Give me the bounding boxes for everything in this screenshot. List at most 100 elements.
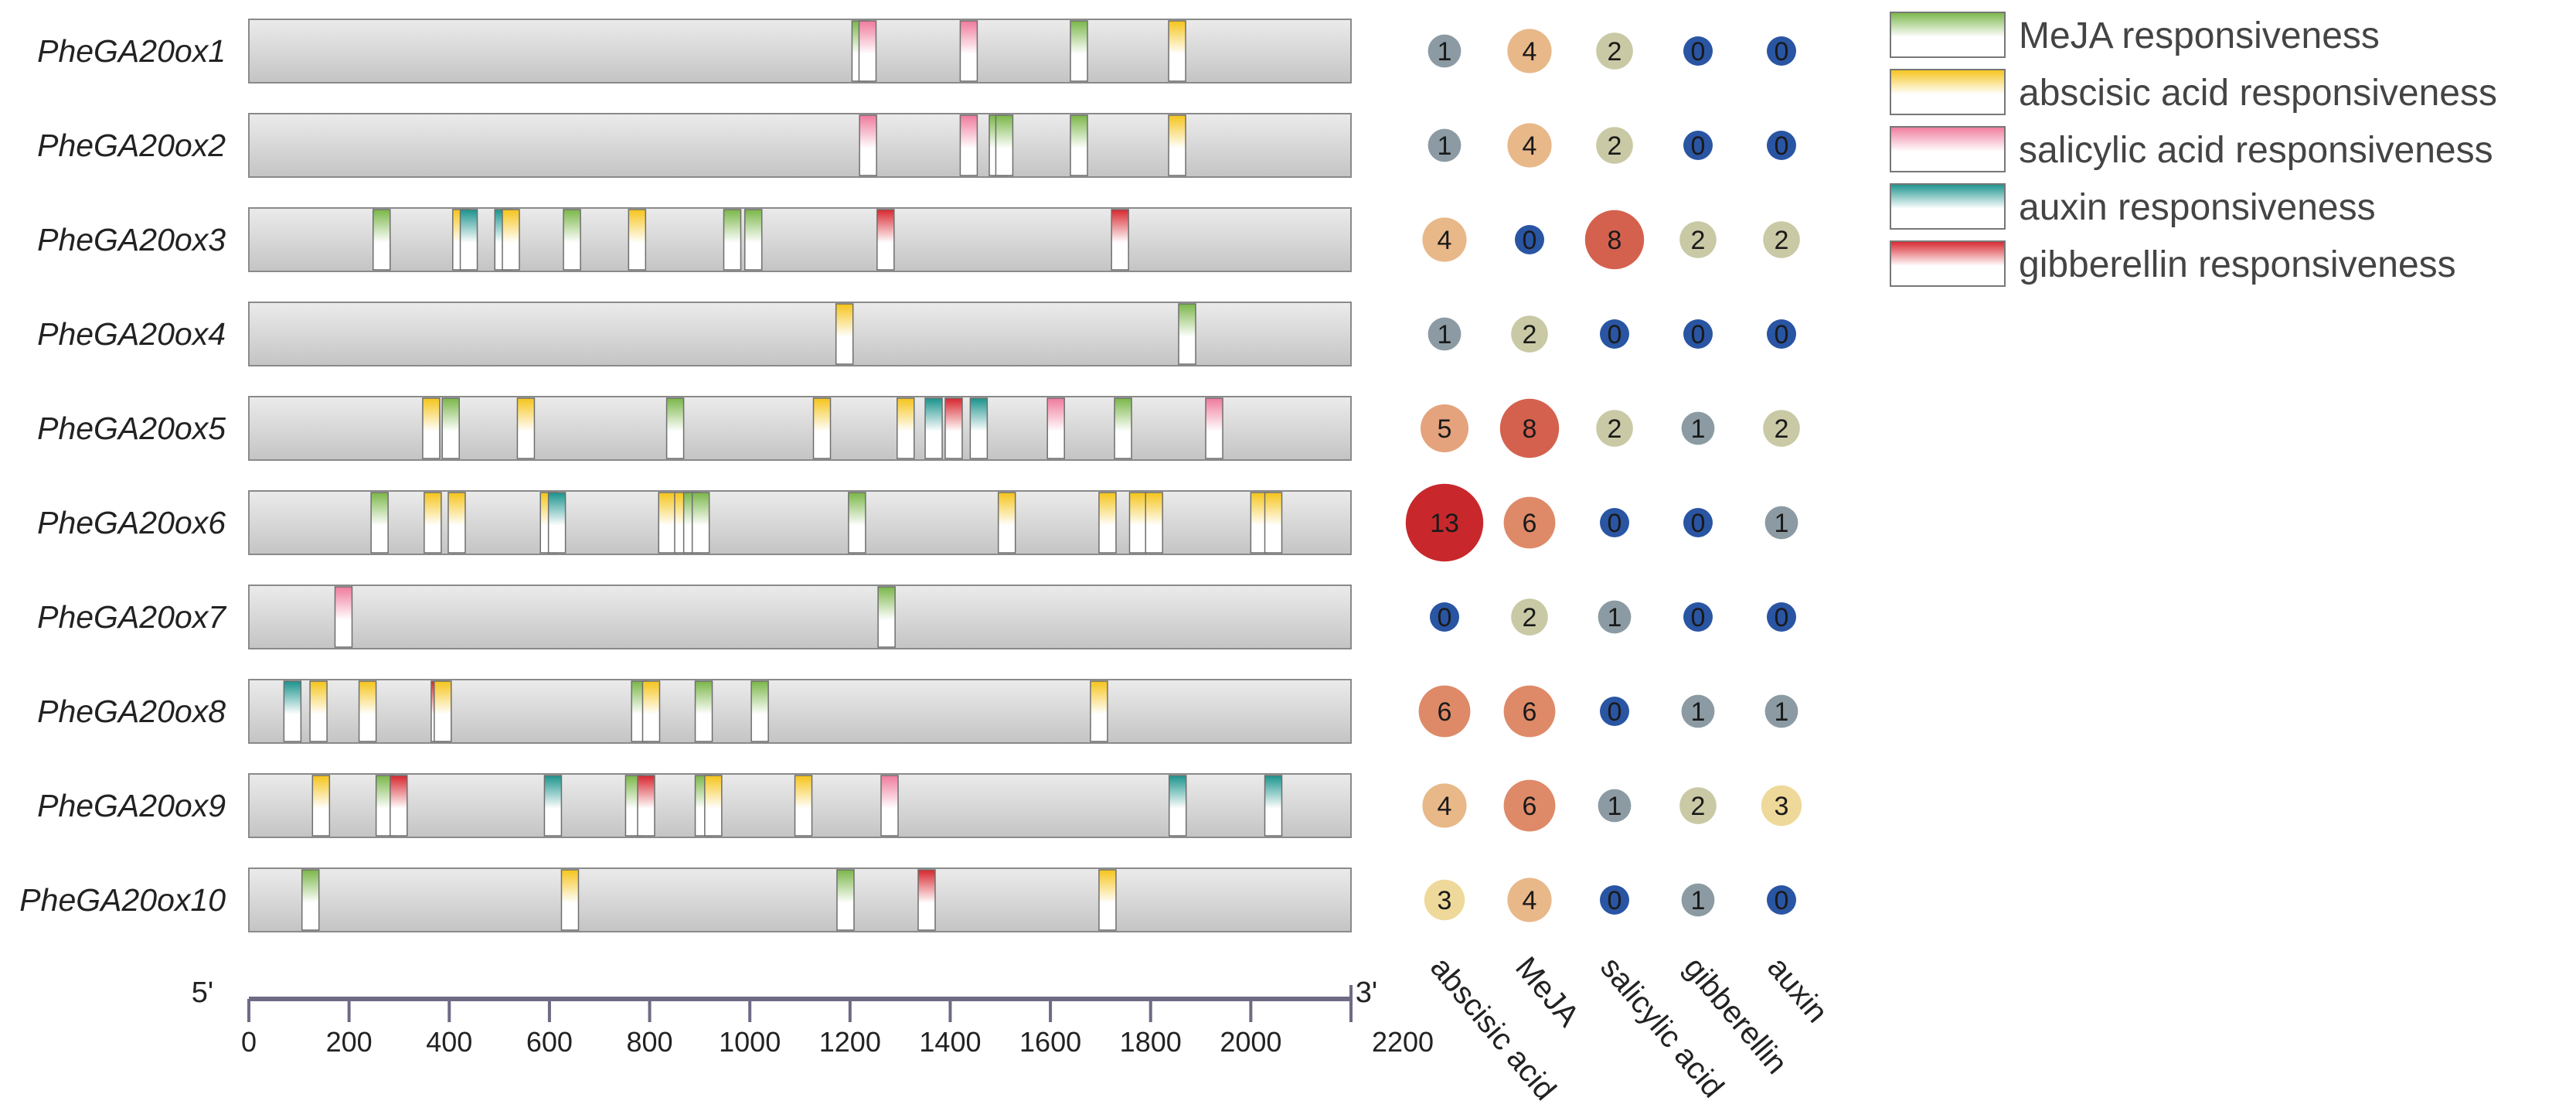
gene-label: PheGA20ox9	[37, 788, 226, 823]
count-value: 1	[1438, 37, 1452, 66]
count-bubble-auxin	[1767, 602, 1796, 632]
count-value: 2	[1608, 37, 1622, 66]
abscisic-element	[997, 492, 1016, 554]
promoter-bar	[248, 490, 1352, 555]
count-value: 4	[1438, 792, 1452, 821]
count-bubble-salicylic	[1598, 789, 1632, 823]
count-bubble-MeJA	[1507, 878, 1552, 922]
count-bubble-abscisic	[1422, 217, 1467, 262]
gene-rows: PheGA20ox1 PheGA20ox2 PheGA20ox3 PheGA20ox4…	[19, 19, 1352, 932]
count-value: 2	[1691, 226, 1706, 255]
abscisic-element	[358, 680, 377, 742]
count-value: 0	[1775, 131, 1789, 161]
count-bubble-gibberellin	[1681, 694, 1715, 728]
count-bubble-abscisic	[1430, 602, 1459, 632]
salicylic-element	[858, 20, 877, 82]
gene-label: PheGA20ox5	[37, 411, 226, 446]
column-label-auxin: auxin	[1761, 951, 1834, 1030]
gene-row-PheGA20ox1: PheGA20ox1	[37, 19, 1352, 84]
axis-tick-label: 1000	[719, 1026, 781, 1058]
count-bubble-auxin	[1767, 885, 1796, 915]
count-bubble-abscisic	[1422, 783, 1467, 828]
legend: MeJA responsiveness abscisic acid respons…	[1890, 12, 2497, 287]
MeJA-element	[665, 397, 685, 459]
salicylic-element	[959, 20, 978, 82]
gene-row-PheGA20ox7: PheGA20ox7	[37, 585, 1352, 649]
gene-row-PheGA20ox4: PheGA20ox4	[37, 302, 1352, 366]
count-value: 0	[1775, 603, 1789, 632]
bubble-row-PheGA20ox9: 4 6 1 2 3	[1422, 779, 1802, 832]
legend-item-MeJA: MeJA responsiveness	[1890, 12, 2380, 58]
count-value: 3	[1438, 886, 1452, 915]
gibberellin-element	[944, 397, 963, 459]
abscisic-element	[424, 492, 442, 554]
count-bubbles: 1 4 2 0 01 4 2 0 04 0 8 2 21 2 0 0 05 8 2 1 213 6 0 0 10 2 1 0 06 6 0 1…	[1405, 29, 1802, 922]
legend-label: auxin responsiveness	[2019, 187, 2376, 228]
count-bubble-salicylic	[1600, 319, 1629, 349]
bubble-row-PheGA20ox4: 1 2 0 0 0	[1428, 315, 1796, 353]
legend-item-salicylic: salicylic acid responsiveness	[1890, 126, 2493, 172]
gene-row-PheGA20ox5: PheGA20ox5	[37, 396, 1352, 461]
axis-tick-label: 2000	[1220, 1026, 1281, 1058]
MeJA-element	[441, 397, 460, 459]
abscisic-element	[1128, 492, 1148, 554]
position-axis: 5' 3' 2200 0 200 400 600 800 1000 1200 1400 1600…	[192, 977, 1434, 1058]
count-value: 0	[1775, 320, 1789, 349]
count-value: 2	[1523, 320, 1537, 349]
count-bubble-abscisic	[1421, 404, 1468, 452]
count-value: 0	[1608, 509, 1622, 538]
axis-start-label: 5'	[192, 977, 213, 1009]
count-bubble-gibberellin	[1679, 787, 1717, 824]
promoter-bar	[248, 113, 1352, 178]
count-value: 0	[1608, 697, 1622, 727]
count-value: 6	[1523, 509, 1537, 538]
bubble-row-PheGA20ox10: 3 4 0 1 0	[1424, 878, 1796, 922]
count-value: 1	[1438, 131, 1452, 161]
gene-label: PheGA20ox6	[37, 505, 226, 540]
MeJA-element	[370, 492, 389, 554]
axis-tick-label: 400	[426, 1026, 472, 1058]
bubble-row-PheGA20ox8: 6 6 0 1 1	[1418, 685, 1798, 738]
salicylic-element	[1205, 397, 1223, 459]
count-value: 4	[1523, 37, 1537, 66]
promoter-bar	[248, 207, 1352, 272]
axis-end-tick-label: 2200	[1372, 1026, 1434, 1058]
count-bubble-MeJA	[1503, 685, 1556, 738]
count-value: 8	[1523, 414, 1537, 444]
count-value: 2	[1523, 603, 1537, 632]
count-value: 1	[1608, 792, 1622, 821]
count-value: 0	[1775, 37, 1789, 66]
abscisic-element	[794, 775, 813, 837]
count-value: 6	[1523, 792, 1537, 821]
count-value: 0	[1523, 226, 1537, 255]
axis-tick-label: 1400	[919, 1026, 981, 1058]
bubble-row-PheGA20ox6: 13 6 0 0 1	[1405, 483, 1798, 562]
promoter-bar	[248, 867, 1352, 932]
abscisic-element	[516, 397, 536, 459]
MeJA-element	[1178, 303, 1196, 365]
count-bubble-salicylic	[1596, 410, 1633, 447]
count-value: 4	[1438, 226, 1452, 255]
MeJA-element	[301, 869, 320, 931]
salicylic-element	[1046, 397, 1065, 459]
count-bubble-salicylic	[1600, 697, 1629, 726]
count-value: 1	[1691, 886, 1706, 915]
abscisic-element	[704, 775, 723, 837]
salicylic-element	[959, 114, 978, 176]
MeJA-element	[1114, 397, 1132, 459]
count-value: 4	[1523, 886, 1537, 915]
count-value: 2	[1775, 226, 1789, 255]
gene-row-PheGA20ox9: PheGA20ox9	[37, 773, 1352, 838]
salicylic-element	[859, 114, 877, 176]
abscisic-element	[1145, 492, 1163, 554]
count-bubble-MeJA	[1503, 779, 1556, 832]
count-bubble-gibberellin	[1679, 221, 1717, 258]
abscisic-element	[309, 680, 328, 742]
bubble-row-PheGA20ox1: 1 4 2 0 0	[1428, 29, 1796, 73]
count-bubble-auxin	[1767, 36, 1796, 66]
MeJA-element	[723, 209, 742, 271]
MeJA-element	[995, 114, 1014, 176]
axis-tick-label: 1600	[1019, 1026, 1081, 1058]
gibberellin-element	[876, 209, 895, 271]
